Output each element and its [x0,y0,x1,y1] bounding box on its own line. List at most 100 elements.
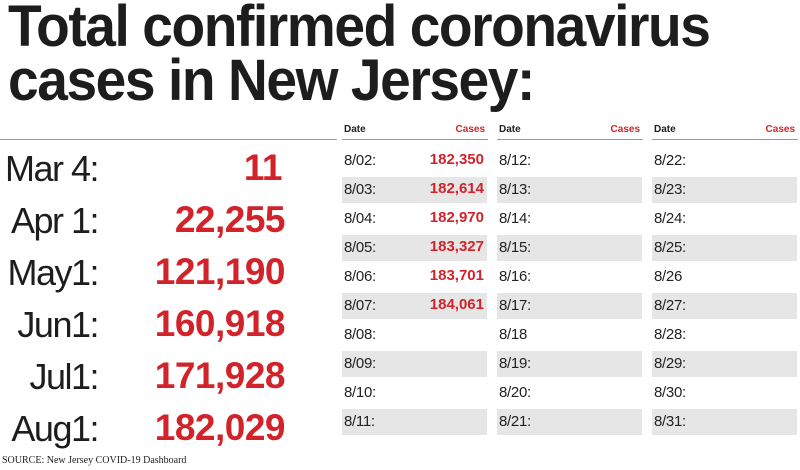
row-date: 8/27: [654,297,686,314]
table-row: 8/24: [652,205,797,234]
table-row: 8/21: [497,408,642,437]
milestone-date: Aug1: [11,408,99,449]
row-date: 8/25: [654,239,686,256]
row-date: 8/07: [344,297,376,314]
table-row: 8/14: [497,205,642,234]
row-date: 8/10: [344,384,376,401]
daily-table-column-1: Date Cases 8/02: 182,350 8/03: 182,614 8/0… [342,123,487,437]
table-row: 8/10: [342,379,487,408]
row-cases: 182,350 [429,151,484,168]
cases-header: Cases [455,124,485,135]
column-header: Date Cases [497,123,642,140]
milestone-cases: 22,255 [174,199,286,240]
table-row: 8/16: [497,263,642,292]
row-date: 8/21: [499,413,531,430]
table-row: 8/28: [652,321,797,350]
table-row: 8/02: 182,350 [342,147,487,176]
milestone-row: May1: 121,190 [0,248,300,300]
row-date: 8/20: [499,384,531,401]
milestone-date: Apr 1: [10,200,100,241]
milestone-date: Jul1: [29,356,99,397]
row-date: 8/30: [654,384,686,401]
milestone-cases: 11 [243,147,283,188]
milestone-cases: 171,928 [154,355,286,396]
row-date: 8/18 [499,326,527,343]
table-row: 8/06: 183,701 [342,263,487,292]
row-date: 8/29: [654,355,686,372]
column-rule [652,139,798,140]
row-cases: 183,701 [429,267,484,284]
row-date: 8/31: [654,413,686,430]
table-row: 8/25: [652,234,797,263]
source-credit: SOURCE: New Jersey COVID-19 Dashboard [2,455,187,466]
row-date: 8/14: [499,210,531,227]
milestone-date: Jun1: [17,304,99,345]
row-cases: 183,327 [429,238,484,255]
table-row: 8/11: [342,408,487,437]
table-row: 8/19: [497,350,642,379]
row-date: 8/12: [499,152,531,169]
table-row: 8/08: [342,321,487,350]
row-date: 8/13: [499,181,531,198]
row-cases: 182,614 [429,180,484,197]
cases-header: Cases [610,124,640,135]
headline-line-2: cases in New Jersey: [8,48,535,113]
milestone-row: Aug1: 182,029 [0,404,300,456]
row-date: 8/23: [654,181,686,198]
table-row: 8/13: [497,176,642,205]
table-row: 8/27: [652,292,797,321]
column-header: Date Cases [652,123,797,140]
table-row: 8/22: [652,147,797,176]
table-row: 8/05: 183,327 [342,234,487,263]
row-date: 8/15: [499,239,531,256]
milestone-row: Jul1: 171,928 [0,352,300,404]
table-row: 8/04: 182,970 [342,205,487,234]
table-row: 8/09: [342,350,487,379]
table-row: 8/03: 182,614 [342,176,487,205]
milestone-cases: 121,190 [154,251,286,292]
table-row: 8/15: [497,234,642,263]
row-date: 8/02: [344,152,376,169]
table-row: 8/18 [497,321,642,350]
table-row: 8/30: [652,379,797,408]
table-row: 8/17: [497,292,642,321]
milestone-row: Apr 1: 22,255 [0,196,300,248]
daily-table-column-3: Date Cases 8/22: 8/23: 8/24: 8/25: 8/26 … [652,123,797,437]
column-rule [342,139,488,140]
table-row: 8/07: 184,061 [342,292,487,321]
table-row: 8/31: [652,408,797,437]
row-date: 8/04: [344,210,376,227]
table-row: 8/20: [497,379,642,408]
table-row: 8/26 [652,263,797,292]
milestone-row: Mar 4: 11 [0,144,300,196]
row-date: 8/24: [654,210,686,227]
column-header: Date Cases [342,123,487,140]
headline-line-1: Total confirmed coronavirus [8,0,711,59]
row-date: 8/11: [344,413,375,430]
daily-table-column-2: Date Cases 8/12: 8/13: 8/14: 8/15: 8/16:… [497,123,642,437]
row-date: 8/03: [344,181,376,198]
divider-rule [0,139,337,140]
milestone-list: Mar 4: 11 Apr 1: 22,255 May1: 121,190 Ju… [0,144,300,456]
milestone-row: Jun1: 160,918 [0,300,300,352]
row-date: 8/05: [344,239,376,256]
date-header: Date [654,124,676,135]
table-row: 8/23: [652,176,797,205]
row-date: 8/16: [499,268,531,285]
row-date: 8/08: [344,326,376,343]
milestone-cases: 160,918 [154,303,286,344]
cases-header: Cases [765,124,795,135]
column-rule [497,139,643,140]
row-cases: 184,061 [429,296,484,313]
row-date: 8/22: [654,152,686,169]
milestone-date: Mar 4: [4,148,100,189]
row-date: 8/28: [654,326,686,343]
milestone-date: May1: [7,252,99,293]
headline: Total confirmed coronavirus cases in New… [8,0,759,113]
date-header: Date [344,124,366,135]
table-row: 8/12: [497,147,642,176]
row-date: 8/19: [499,355,531,372]
table-row: 8/29: [652,350,797,379]
row-date: 8/17: [499,297,531,314]
row-cases: 182,970 [429,209,484,226]
